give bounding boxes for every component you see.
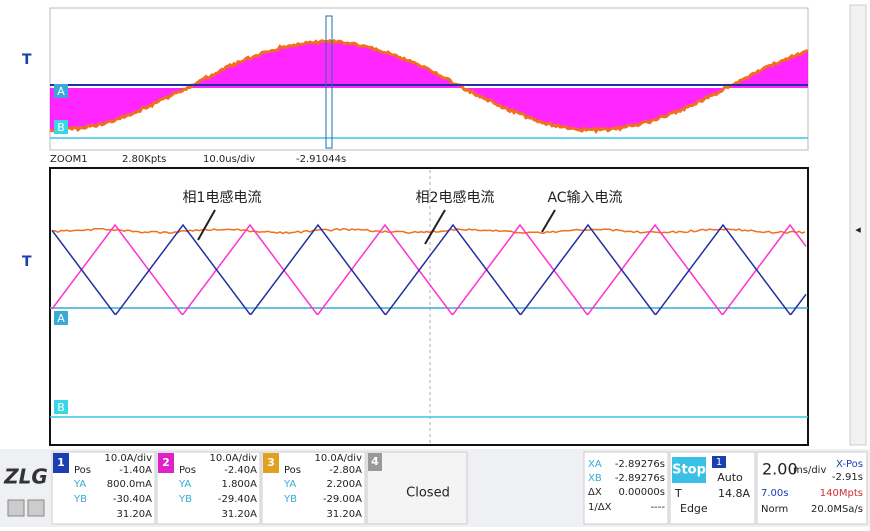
trigger-level: 14.8A bbox=[718, 487, 750, 500]
ya-label: YA bbox=[283, 479, 296, 490]
ya-value: 800.0mA bbox=[107, 479, 152, 490]
channel-4-status: Closed bbox=[406, 486, 450, 501]
timebase-unit: ms/div bbox=[793, 465, 826, 476]
tool-icon[interactable] bbox=[28, 500, 44, 516]
ch-b-label: B bbox=[57, 401, 65, 414]
cursor-xa: -2.89276s bbox=[615, 459, 665, 470]
yb-value: -29.40A bbox=[218, 494, 257, 505]
channel-scale: 10.0A/div bbox=[104, 453, 152, 464]
record-points: 140Mpts bbox=[820, 488, 863, 499]
run-state: Stop bbox=[672, 463, 706, 478]
acq-mode: Norm bbox=[761, 504, 788, 515]
ya-value: 2.200A bbox=[327, 479, 363, 490]
ya-value: 1.800A bbox=[222, 479, 258, 490]
ya-label: YA bbox=[73, 479, 86, 490]
channel-scale: 10.0A/div bbox=[209, 453, 257, 464]
pos-label: Pos bbox=[284, 465, 301, 476]
zoom-label: ZOOM1 bbox=[50, 154, 88, 165]
channel-4-number: 4 bbox=[371, 455, 379, 468]
ya-label: YA bbox=[178, 479, 191, 490]
zoom-points: 2.80Kpts bbox=[122, 154, 166, 165]
yb-label: YB bbox=[73, 494, 87, 505]
channel-scale: 10.0A/div bbox=[314, 453, 362, 464]
cursor-xb: -2.89276s bbox=[615, 473, 665, 484]
cursor-dx: 0.00000s bbox=[618, 487, 665, 498]
yb-label: YB bbox=[283, 494, 297, 505]
trigger-type: Edge bbox=[680, 502, 708, 515]
zoom-scale: 10.0us/div bbox=[203, 154, 255, 165]
ch-a-label: A bbox=[57, 312, 65, 325]
xpos-label: X-Pos bbox=[836, 459, 863, 470]
logo: ZLG bbox=[3, 465, 48, 489]
cursor-inv: ---- bbox=[651, 502, 666, 513]
side-arrow: ◂ bbox=[855, 223, 861, 236]
ch-a-label: A bbox=[57, 85, 65, 98]
zoom-position: -2.91044s bbox=[296, 154, 346, 165]
ch-b-label: B bbox=[57, 121, 65, 134]
yb-value: -29.00A bbox=[323, 494, 362, 505]
annotation: 相2电感电流 bbox=[416, 189, 495, 206]
pos-label: Pos bbox=[179, 465, 196, 476]
cursor-xb-label: XB bbox=[588, 473, 602, 484]
cursor-inv-label: 1/ΔX bbox=[588, 502, 612, 513]
channel-number: 3 bbox=[267, 456, 275, 469]
cursor-xa-label: XA bbox=[588, 459, 602, 470]
trigger-mode: Auto bbox=[717, 471, 743, 484]
trigger-channel: 1 bbox=[716, 457, 722, 468]
trigger-marker: T bbox=[22, 52, 32, 68]
yb-label: YB bbox=[178, 494, 192, 505]
sample-rate: 20.0MSa/s bbox=[811, 504, 863, 515]
cursor-dx-label: ΔX bbox=[588, 487, 602, 498]
channel-number: 2 bbox=[162, 456, 170, 469]
annotation: 相1电感电流 bbox=[183, 189, 262, 206]
record-time: 7.00s bbox=[761, 488, 788, 499]
dy-value: 31.20A bbox=[327, 509, 363, 520]
pos-value: -2.80A bbox=[329, 465, 362, 476]
pos-value: -1.40A bbox=[119, 465, 152, 476]
yb-value: -30.40A bbox=[113, 494, 152, 505]
annotation: AC输入电流 bbox=[547, 190, 622, 206]
xpos: -2.91s bbox=[832, 472, 863, 483]
main-plot bbox=[50, 168, 808, 445]
tool-icon[interactable] bbox=[8, 500, 24, 516]
dy-value: 31.20A bbox=[117, 509, 153, 520]
pos-value: -2.40A bbox=[224, 465, 257, 476]
trigger-label: T bbox=[674, 487, 682, 500]
trigger-marker: T bbox=[22, 254, 32, 270]
channel-number: 1 bbox=[57, 456, 65, 469]
pos-label: Pos bbox=[74, 465, 91, 476]
dy-value: 31.20A bbox=[222, 509, 258, 520]
